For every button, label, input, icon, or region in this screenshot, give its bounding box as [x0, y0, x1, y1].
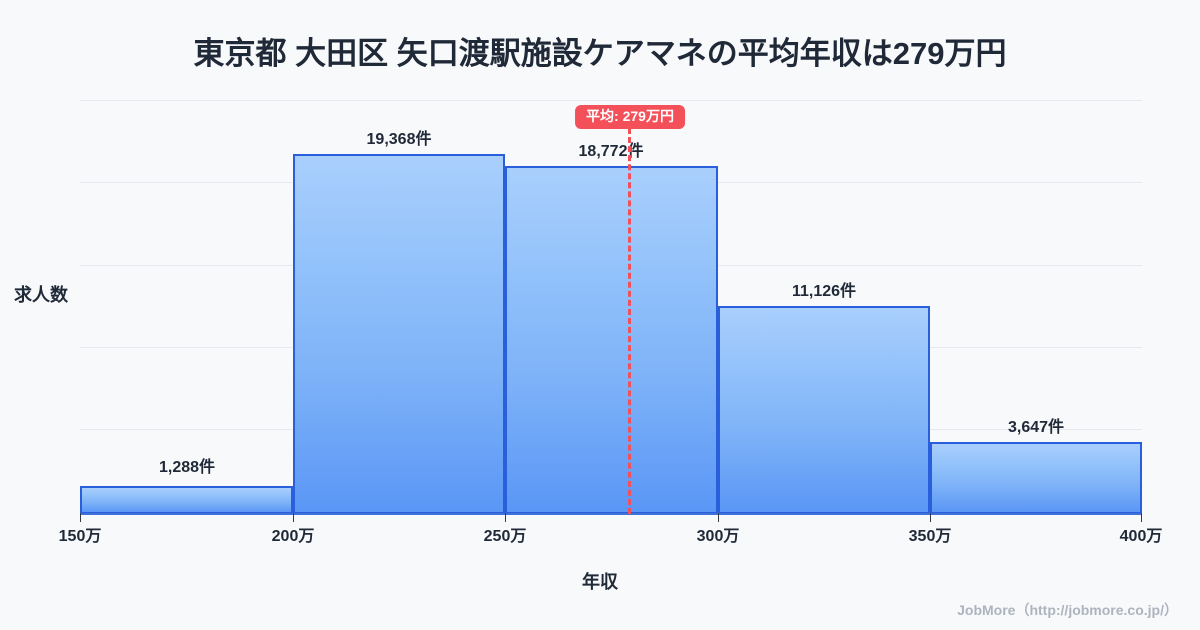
average-line — [628, 128, 631, 514]
x-tick-mark — [930, 513, 931, 522]
x-tick-label: 150万 — [58, 528, 102, 545]
x-tick-label: 200万 — [271, 528, 315, 545]
bar-350-400[interactable] — [930, 442, 1142, 514]
bar-150-200[interactable] — [80, 486, 293, 514]
bar-300-350[interactable] — [718, 306, 930, 514]
average-badge: 平均: 279万円 — [575, 105, 685, 129]
chart-title: 東京都 大田区 矢口渡駅施設ケアマネの平均年収は279万円 — [193, 36, 1007, 71]
bar-200-250[interactable] — [293, 154, 505, 514]
footer-credit: JobMore（http://jobmore.co.jp/） — [957, 602, 1178, 618]
x-tick-mark — [80, 513, 81, 522]
x-tick-label: 350万 — [908, 528, 952, 545]
bar-250-300[interactable] — [505, 166, 718, 514]
x-tick-label: 250万 — [483, 528, 527, 545]
bar-value-label: 3,647件 — [1007, 419, 1065, 436]
bar-value-label: 11,126件 — [791, 283, 857, 300]
bars-layer: 1,288件 19,368件 18,772件 11,126件 3,647件 — [80, 95, 1142, 514]
x-tick-mark — [718, 513, 719, 522]
x-tick-mark — [293, 513, 294, 522]
x-tick-label: 400万 — [1119, 528, 1163, 545]
x-tick-label: 300万 — [696, 528, 740, 545]
gridline — [80, 100, 1142, 101]
x-tick-mark — [1141, 513, 1142, 522]
x-axis-label: 年収 — [582, 572, 618, 592]
bar-value-label: 19,368件 — [366, 131, 432, 148]
bar-value-label: 1,288件 — [158, 459, 216, 476]
bar-value-label: 18,772件 — [578, 143, 644, 160]
x-axis-line — [80, 513, 1142, 515]
y-axis-label: 求人数 — [14, 285, 68, 305]
x-tick-mark — [505, 513, 506, 522]
